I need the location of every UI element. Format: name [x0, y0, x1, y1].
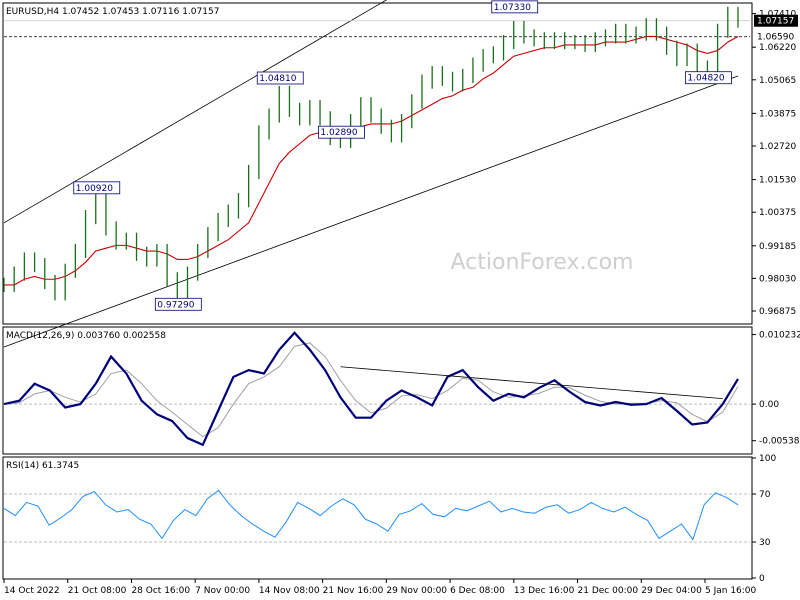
- time-axis-label: 29 Nov 00:00: [386, 586, 447, 596]
- macd-panel: 0.010232 0.00 -0.005389 MACD(12,26,9) 0.00…: [2, 326, 800, 455]
- annotation-box: [154, 297, 202, 311]
- macd-axis-label: 0.010232: [759, 331, 800, 341]
- price-annotations: 1.00920 0.97290 1.04810 1.02890 1.07330 1.048…: [73, 0, 732, 311]
- price-axis-label: 1.02720: [759, 142, 796, 152]
- rsi-axis-label: 30: [759, 538, 771, 548]
- price-axis-label: 1.05065: [759, 76, 796, 86]
- time-axis-label: 13 Dec 16:00: [514, 586, 575, 596]
- level-line-label: 1.06590: [757, 33, 794, 43]
- price-annotation: 1.00920: [73, 181, 121, 195]
- price-axis-label: 0.98030: [759, 274, 796, 284]
- macd-main-line: [3, 331, 739, 447]
- time-axis-label: 5 Jan 16:00: [705, 586, 757, 596]
- annotation-box: [256, 71, 304, 85]
- time-axis-label: 21 Nov 16:00: [323, 586, 384, 596]
- macd-axis-label: -0.005389: [759, 437, 800, 447]
- macd-axis: 0.010232 0.00 -0.005389: [752, 331, 800, 447]
- rsi-line: [3, 489, 750, 543]
- price-annotation: 1.04820: [685, 71, 732, 85]
- annotation-box: [685, 71, 732, 85]
- annotation-label: 1.02890: [320, 128, 357, 138]
- annotation-box: [318, 125, 365, 139]
- channel-lower-line: [3, 75, 739, 348]
- price-axis-label: 1.07410: [759, 10, 796, 20]
- price-annotation: 1.07330: [491, 0, 539, 14]
- price-panel-frame: [2, 2, 753, 325]
- annotation-label: 1.04820: [687, 74, 724, 84]
- rsi-axis: 100 70 30 0: [752, 454, 776, 584]
- macd-trendline: [340, 366, 723, 400]
- rsi-header: RSI(14) 61.3745: [6, 461, 79, 471]
- rsi-panel-frame: [2, 456, 753, 580]
- price-annotation: 1.04810: [256, 71, 304, 85]
- channel-upper-line: [3, 0, 388, 224]
- annotation-label: 1.07330: [494, 3, 531, 13]
- price-annotation: 1.02890: [318, 125, 365, 139]
- time-axis-label: 21 Oct 08:00: [68, 586, 127, 596]
- price-axis-label: 0.96875: [759, 307, 796, 317]
- rsi-axis-label: 100: [759, 454, 776, 464]
- current-price-label-box: [754, 14, 798, 27]
- rsi-panel: 100 70 30 0 RSI(14) 61.3745: [2, 454, 776, 584]
- macd-axis-label: 0.00: [759, 400, 779, 410]
- macd-signal-line: [3, 342, 739, 438]
- level-line-label-box: [754, 30, 798, 43]
- price-axis-label: 1.01530: [759, 176, 796, 186]
- annotation-label: 0.97290: [157, 300, 194, 310]
- current-price-label: 1.07157: [757, 17, 794, 27]
- symbol-header: EURUSD,H4 1.07452 1.07453 1.07116 1.0715…: [6, 7, 219, 17]
- annotation-box: [73, 181, 121, 195]
- price-axis-label: 1.00375: [759, 208, 796, 218]
- rsi-line-path: [3, 489, 739, 541]
- rsi-axis-label: 0: [759, 574, 765, 584]
- macd-panel-frame: [2, 326, 753, 455]
- time-axis-label: 21 Dec 00:00: [578, 586, 639, 596]
- time-axis-label: 14 Oct 2022: [4, 586, 60, 596]
- time-axis-label: 29 Dec 04:00: [641, 586, 702, 596]
- price-annotation: 0.97290: [154, 297, 202, 311]
- price-axis: 1.07410 1.06220 1.05065 1.03875 1.02720 1.015…: [752, 10, 798, 317]
- time-axis-label: 6 Dec 08:00: [450, 586, 505, 596]
- price-bars: [3, 6, 739, 307]
- annotation-label: 1.00920: [76, 184, 113, 194]
- price-panel: ActionForex.com 1.009200.972901.048101.0…: [2, 0, 798, 348]
- time-axis-label: 14 Nov 08:00: [259, 586, 320, 596]
- macd-header: MACD(12,26,9) 0.003760 0.002558: [6, 331, 166, 341]
- annotation-label: 1.04810: [259, 74, 296, 84]
- price-axis-label: 0.99185: [759, 242, 796, 252]
- watermark: ActionForex.com: [451, 250, 634, 275]
- macd-lines: [3, 331, 750, 447]
- time-axis: 14 Oct 2022 21 Oct 08:00 28 Oct 16:00 7 Nov…: [3, 579, 757, 596]
- price-axis-label: 1.03875: [759, 109, 796, 119]
- time-axis-label: 28 Oct 16:00: [131, 586, 190, 596]
- annotation-box: [491, 0, 539, 14]
- rsi-axis-label: 70: [759, 490, 771, 500]
- price-axis-label: 1.06220: [759, 43, 796, 53]
- time-axis-label: 7 Nov 00:00: [195, 586, 250, 596]
